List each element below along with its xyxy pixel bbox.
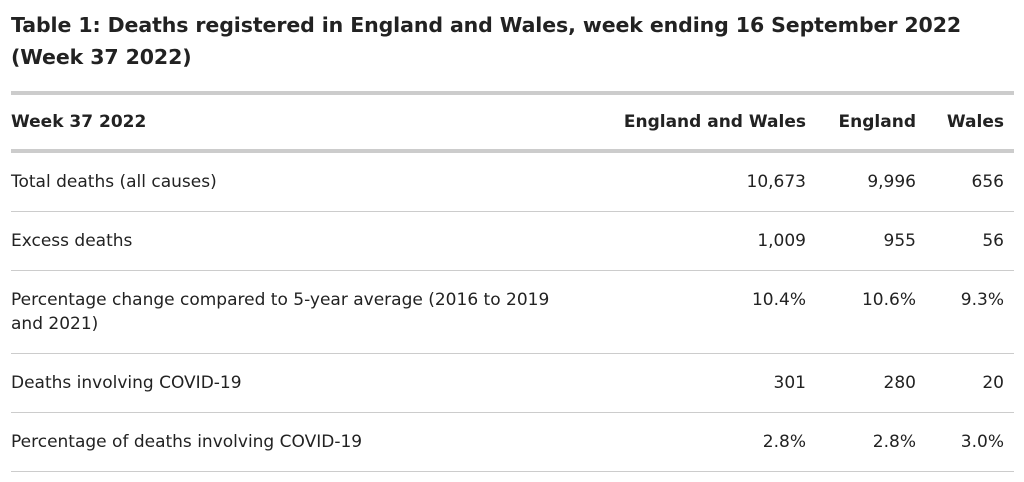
cell-wales: 3.0% (960, 432, 1004, 452)
cell-england: 955 (883, 231, 916, 251)
header-wales: Wales (946, 112, 1004, 132)
row-label: Percentage of deaths involving COVID-19 (11, 432, 363, 452)
table-row: Percentage change compared to 5-year ave… (11, 271, 1014, 354)
cell-wales: 56 (982, 231, 1004, 251)
table-body: Total deaths (all causes) 10,673 9,996 6… (11, 151, 1014, 472)
cell-england-and-wales: 1,009 (757, 231, 806, 251)
row-label: Deaths involving COVID-19 (11, 373, 242, 393)
row-label: Percentage change compared to 5-year ave… (11, 290, 550, 334)
cell-england: 10.6% (861, 290, 916, 310)
cell-wales: 9.3% (960, 290, 1004, 310)
table-header: Week 37 2022 England and Wales England W… (11, 93, 1014, 151)
cell-england-and-wales: 2.8% (762, 432, 806, 452)
cell-england: 9,996 (867, 172, 916, 192)
cell-england: 2.8% (872, 432, 916, 452)
cell-wales: 656 (971, 172, 1004, 192)
cell-england-and-wales: 10.4% (751, 290, 806, 310)
cell-england: 280 (883, 373, 916, 393)
table-container: Table 1: Deaths registered in England an… (11, 0, 1014, 472)
header-week: Week 37 2022 (11, 112, 147, 132)
cell-england-and-wales: 301 (773, 373, 806, 393)
row-label: Total deaths (all causes) (11, 172, 217, 192)
cell-wales: 20 (982, 373, 1004, 393)
table-row: Total deaths (all causes) 10,673 9,996 6… (11, 151, 1014, 212)
table-row: Deaths involving COVID-19 301 280 20 (11, 354, 1014, 413)
header-england: England (838, 112, 916, 132)
deaths-table: Week 37 2022 England and Wales England W… (11, 91, 1014, 472)
table-row: Percentage of deaths involving COVID-19 … (11, 413, 1014, 472)
table-row: Excess deaths 1,009 955 56 (11, 212, 1014, 271)
cell-england-and-wales: 10,673 (746, 172, 806, 192)
row-label: Excess deaths (11, 231, 133, 251)
header-england-and-wales: England and Wales (623, 112, 806, 132)
header-row: Week 37 2022 England and Wales England W… (11, 93, 1014, 151)
table-caption: Table 1: Deaths registered in England an… (11, 13, 962, 69)
